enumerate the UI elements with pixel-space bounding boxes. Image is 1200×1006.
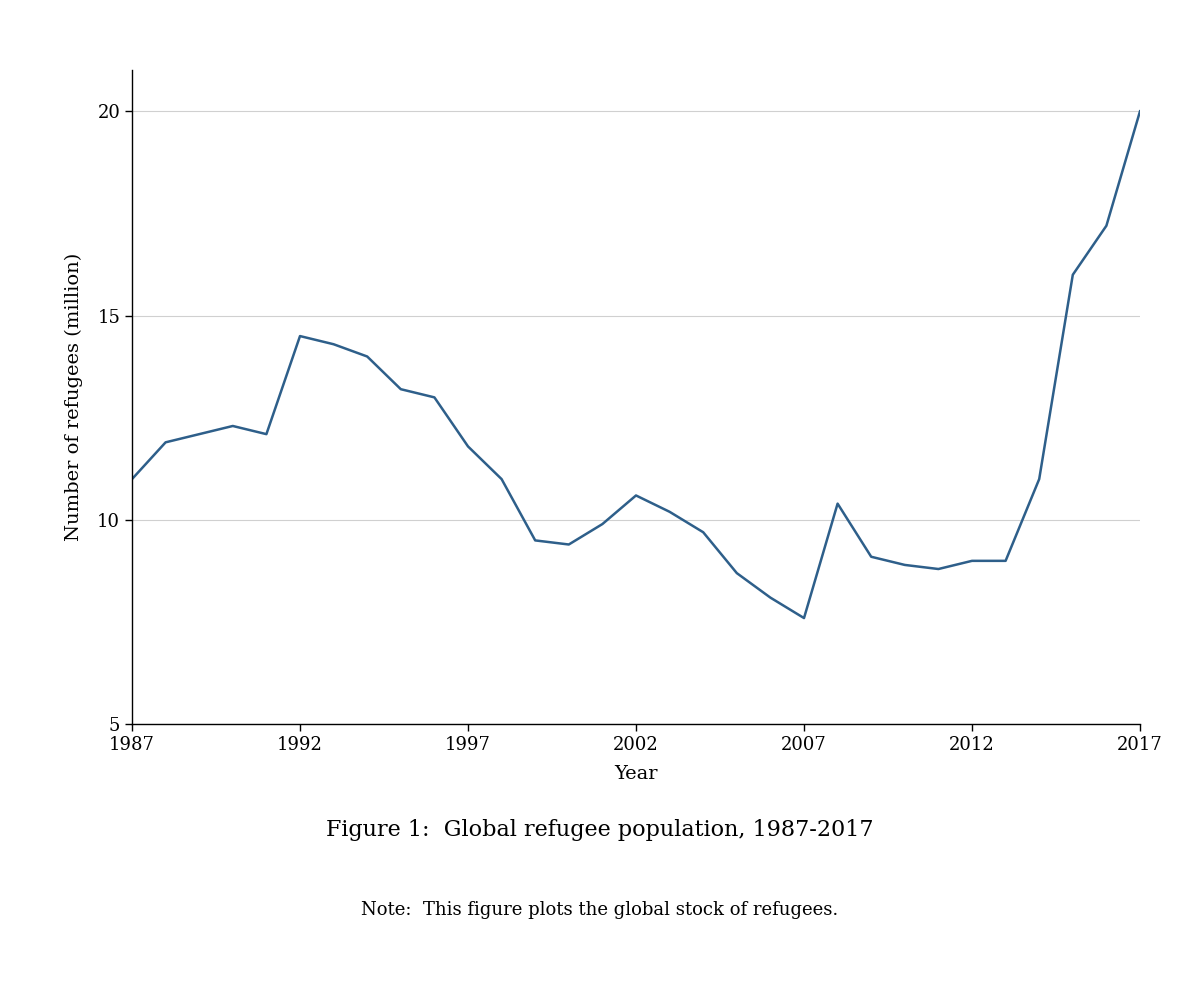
X-axis label: Year: Year [614, 766, 658, 784]
Y-axis label: Number of refugees (million): Number of refugees (million) [65, 254, 83, 541]
Text: Note:  This figure plots the global stock of refugees.: Note: This figure plots the global stock… [361, 901, 839, 919]
Text: Figure 1:  Global refugee population, 1987-2017: Figure 1: Global refugee population, 198… [326, 819, 874, 841]
